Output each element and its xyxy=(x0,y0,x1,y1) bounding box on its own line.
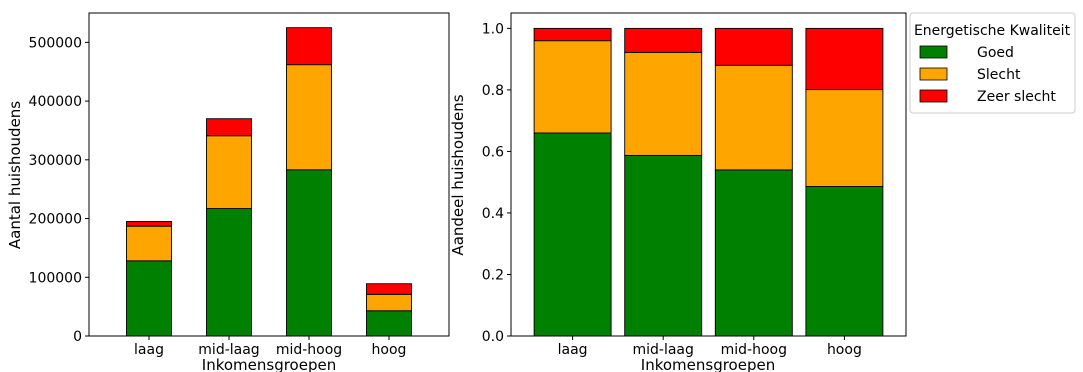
bars-group xyxy=(126,27,412,337)
bar-mid-hoog-goed xyxy=(286,169,332,337)
y-tick-label: 0.0 xyxy=(482,329,504,345)
y-ticks: 0.0 0.2 0.4 0.6 0.8 1.0 xyxy=(482,21,511,345)
legend-label-slecht: Slecht xyxy=(977,67,1021,83)
bar-hoog-goed xyxy=(366,310,412,337)
bar-hoog-slecht xyxy=(366,293,412,312)
y-ticks: 0 100000 200000 300000 400000 500000 xyxy=(29,35,89,345)
y-tick-label: 0.2 xyxy=(482,267,504,283)
bar-mid-hoog-zeer-slecht xyxy=(286,27,332,66)
bar-laag-slecht xyxy=(533,40,612,134)
bar-mid-hoog-zeer-slecht xyxy=(714,27,793,66)
bar-mid-laag-zeer-slecht xyxy=(206,118,252,137)
x-axis-label: Inkomensgroepen xyxy=(641,356,775,372)
legend-label-goed: Goed xyxy=(977,45,1014,61)
y-tick-label: 400000 xyxy=(29,94,82,110)
x-tick-label: mid-hoog xyxy=(721,342,787,358)
x-tick-label: mid-hoog xyxy=(276,342,342,358)
plot-area-frame xyxy=(88,12,450,337)
y-tick-label: 300000 xyxy=(29,153,82,169)
bar-mid-hoog-slecht xyxy=(714,64,793,171)
legend-label-zeer-slecht: Zeer slecht xyxy=(977,89,1056,105)
bar-mid-laag-slecht xyxy=(206,135,252,210)
y-tick-label: 500000 xyxy=(29,35,82,51)
bars-group xyxy=(533,27,884,337)
bar-mid-laag-zeer-slecht xyxy=(624,27,703,53)
legend-swatch-zeer-slecht xyxy=(919,89,948,103)
legend: Energetische Kwaliteit Goed Slecht Zeer … xyxy=(909,12,1076,114)
plot-area-frame xyxy=(510,12,907,337)
bar-mid-hoog-goed xyxy=(714,169,793,337)
y-tick-label: 200000 xyxy=(29,212,82,228)
legend-frame xyxy=(909,12,1076,114)
bar-hoog-slecht xyxy=(805,89,884,187)
bar-laag-zeer-slecht xyxy=(126,221,172,227)
bar-mid-hoog-slecht xyxy=(286,64,332,171)
bar-mid-laag-goed xyxy=(206,208,252,337)
bar-hoog-zeer-slecht xyxy=(805,27,884,91)
bar-hoog-zeer-slecht xyxy=(366,283,412,295)
y-axis-label: Aandeel huishoudens xyxy=(449,94,467,255)
bar-laag-zeer-slecht xyxy=(533,27,612,42)
bar-mid-laag-slecht xyxy=(624,51,703,156)
legend-swatch-slecht xyxy=(919,67,948,81)
y-axis-label: Aantal huishoudens xyxy=(6,101,24,249)
x-tick-label: hoog xyxy=(372,342,407,358)
legend-title: Energetische Kwaliteit xyxy=(914,23,1071,39)
bar-laag-goed xyxy=(533,132,612,337)
bar-laag-goed xyxy=(126,260,172,337)
x-axis-label: Inkomensgroepen xyxy=(202,356,336,372)
x-ticks: laag mid-laag mid-hoog hoog xyxy=(558,336,862,358)
y-tick-label: 0 xyxy=(73,329,82,345)
x-tick-label: laag xyxy=(134,342,164,358)
bar-mid-laag-goed xyxy=(624,154,703,337)
bar-hoog-goed xyxy=(805,186,884,337)
x-tick-label: laag xyxy=(558,342,588,358)
y-tick-label: 0.8 xyxy=(482,83,504,99)
legend-swatch-goed xyxy=(919,45,948,59)
x-tick-label: mid-laag xyxy=(198,342,259,358)
x-tick-label: hoog xyxy=(827,342,862,358)
y-tick-label: 1.0 xyxy=(482,21,504,37)
y-tick-label: 100000 xyxy=(29,270,82,286)
y-tick-label: 0.6 xyxy=(482,144,504,160)
y-tick-label: 0.4 xyxy=(482,206,504,222)
absolute-households-chart: 0 100000 200000 300000 400000 500000 laag mid-… xyxy=(6,12,450,372)
share-households-chart: 0.0 0.2 0.4 0.6 0.8 1.0 laag mid-laag mid-hoog h… xyxy=(449,12,907,372)
x-ticks: laag mid-laag mid-hoog hoog xyxy=(134,336,406,358)
bar-laag-slecht xyxy=(126,225,172,262)
x-tick-label: mid-laag xyxy=(632,342,693,358)
